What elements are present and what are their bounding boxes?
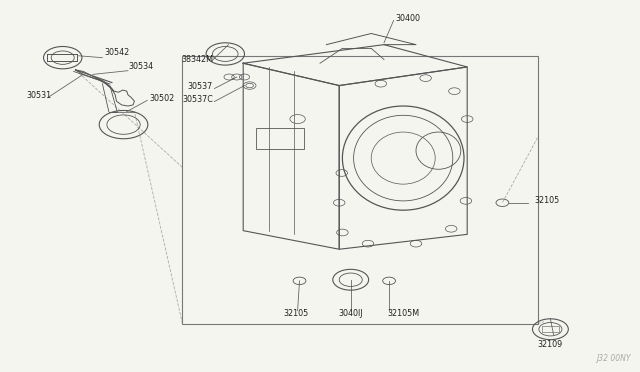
- Text: 30400: 30400: [396, 14, 420, 23]
- Bar: [542, 326, 559, 332]
- Text: 30531: 30531: [27, 92, 52, 100]
- Text: 3040IJ: 3040IJ: [339, 309, 363, 318]
- Bar: [182, 56, 538, 324]
- Text: J32 00NY: J32 00NY: [596, 354, 630, 363]
- Text: 30537: 30537: [188, 82, 213, 91]
- Text: 30542: 30542: [104, 48, 129, 57]
- Bar: [256, 128, 304, 149]
- Text: 32105: 32105: [534, 196, 559, 205]
- Text: 32105M: 32105M: [387, 309, 419, 318]
- Text: 30537C: 30537C: [182, 95, 213, 104]
- Text: 32109: 32109: [538, 340, 563, 349]
- Text: 30534: 30534: [128, 62, 153, 71]
- Text: 30502: 30502: [149, 94, 174, 103]
- Text: 38342M: 38342M: [181, 55, 213, 64]
- Text: 32105: 32105: [283, 309, 308, 318]
